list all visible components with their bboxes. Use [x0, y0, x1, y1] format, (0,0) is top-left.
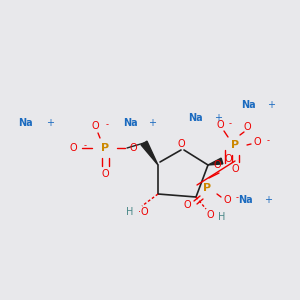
Text: ·O: ·O: [138, 207, 148, 217]
Text: +: +: [46, 118, 54, 128]
Polygon shape: [141, 141, 158, 165]
Text: O: O: [216, 120, 224, 130]
Text: O: O: [243, 122, 251, 132]
Text: O: O: [69, 143, 77, 153]
Text: O: O: [206, 210, 214, 220]
Text: -: -: [266, 136, 269, 146]
Text: H: H: [126, 207, 134, 217]
Text: H: H: [218, 212, 226, 222]
Text: O: O: [253, 137, 261, 147]
Text: O: O: [91, 121, 99, 131]
Text: +: +: [148, 118, 156, 128]
Text: Na: Na: [241, 100, 255, 110]
Text: O: O: [223, 195, 231, 205]
Text: O: O: [213, 160, 221, 170]
Text: O: O: [129, 143, 137, 153]
Text: +: +: [267, 100, 275, 110]
Text: O: O: [224, 154, 232, 164]
Text: Na: Na: [238, 195, 252, 205]
Text: -: -: [83, 142, 86, 151]
Text: O: O: [183, 200, 191, 210]
Text: P: P: [101, 143, 109, 153]
Text: -: -: [236, 194, 238, 202]
Text: Na: Na: [18, 118, 32, 128]
Text: +: +: [264, 195, 272, 205]
Text: O: O: [177, 139, 185, 149]
Text: P: P: [231, 140, 239, 150]
Text: O: O: [101, 169, 109, 179]
Text: O: O: [231, 164, 239, 174]
Text: Na: Na: [188, 113, 202, 123]
Text: +: +: [214, 113, 222, 123]
Text: P: P: [203, 183, 211, 193]
Text: -: -: [106, 121, 109, 130]
Text: Na: Na: [123, 118, 137, 128]
Text: -: -: [229, 119, 232, 128]
Polygon shape: [208, 158, 223, 165]
